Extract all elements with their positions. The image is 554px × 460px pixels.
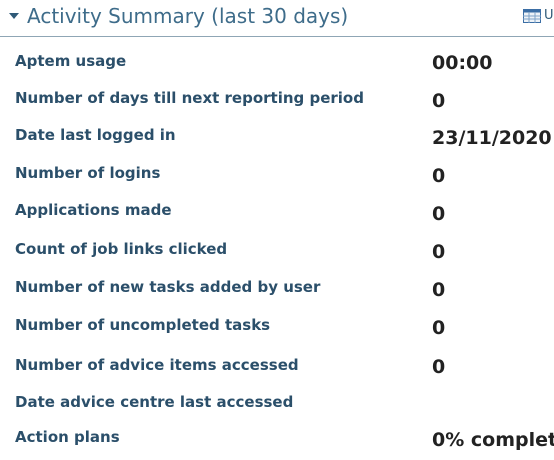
- stat-label: Number of logins: [15, 164, 161, 182]
- caret-down-icon[interactable]: [9, 13, 19, 19]
- stat-row-days-till-reporting: Number of days till next reporting perio…: [0, 89, 554, 119]
- stat-label: Number of new tasks added by user: [15, 278, 321, 296]
- stat-label: Action plans: [15, 428, 120, 446]
- stat-value: 0: [432, 90, 446, 112]
- stat-label: Number of days till next reporting perio…: [15, 89, 364, 107]
- stat-label: Count of job links clicked: [15, 240, 228, 258]
- corner-link-label: U: [544, 9, 554, 23]
- panel-header[interactable]: Activity Summary (last 30 days) U: [0, 0, 554, 37]
- stat-value: 0: [432, 317, 446, 339]
- stat-value: 0: [432, 165, 446, 187]
- stat-row-date-last-logged-in: Date last logged in 23/11/2020: [0, 126, 554, 156]
- stat-row-uncompleted-tasks: Number of uncompleted tasks 0: [0, 316, 554, 346]
- stat-value: 0% complete: [432, 429, 554, 451]
- stat-value: 0: [432, 356, 446, 378]
- calendar-link[interactable]: U: [523, 9, 554, 25]
- stat-value: 23/11/2020: [432, 127, 552, 149]
- stat-value: 0: [432, 241, 446, 263]
- stat-row-action-plans: Action plans 0% complete: [0, 428, 554, 458]
- stat-value: 00:00: [432, 52, 493, 74]
- stat-label: Date advice centre last accessed: [15, 393, 294, 411]
- stat-label: Date last logged in: [15, 126, 176, 144]
- stat-row-new-tasks-added: Number of new tasks added by user 0: [0, 278, 554, 308]
- panel-title: Activity Summary (last 30 days): [27, 4, 349, 28]
- stat-row-advice-centre-last-accessed: Date advice centre last accessed: [0, 393, 554, 423]
- stat-label: Aptem usage: [15, 52, 127, 70]
- stat-row-job-links-clicked: Count of job links clicked 0: [0, 240, 554, 270]
- stat-row-number-of-logins: Number of logins 0: [0, 164, 554, 194]
- stat-label: Applications made: [15, 201, 172, 219]
- stat-value: 0: [432, 279, 446, 301]
- stat-row-applications-made: Applications made 0: [0, 201, 554, 231]
- stat-row-aptem-usage: Aptem usage 00:00: [0, 52, 554, 82]
- stat-label: Number of uncompleted tasks: [15, 316, 271, 334]
- stat-value: 0: [432, 203, 446, 225]
- calendar-icon: [523, 9, 554, 23]
- stat-row-advice-items-accessed: Number of advice items accessed 0: [0, 356, 554, 386]
- stat-label: Number of advice items accessed: [15, 356, 299, 374]
